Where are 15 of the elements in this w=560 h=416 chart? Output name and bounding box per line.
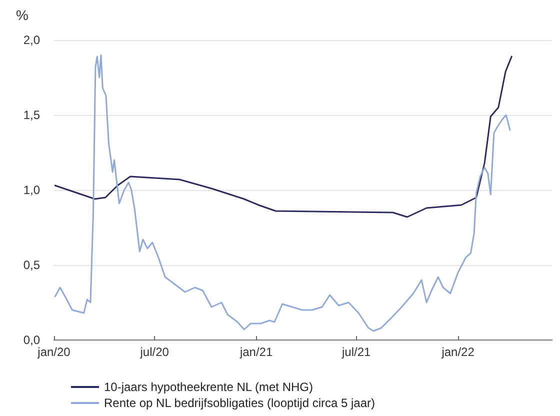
x-tick-label: jan/20 [36,345,71,359]
y-tick-label: 2,0 [23,33,40,47]
y-tick-label: 0,0 [23,333,40,347]
x-tick-label: jul/20 [139,345,170,359]
line-series [54,56,512,218]
y-tick-label: 1,0 [23,183,40,197]
y-tick-label: 0,5 [23,258,40,272]
x-tick-label: jan/22 [440,345,475,359]
y-axis-title: % [16,7,28,23]
legend-label: Rente op NL bedrijfsobligaties (looptijd circa 5 jaar) [104,396,376,410]
x-tick-label: jan/21 [238,345,273,359]
x-tick-label: jul/21 [340,345,372,359]
legend-label: 10-jaars hypotheekrente NL (met NHG) [104,380,313,394]
line-series [54,54,511,332]
y-tick-label: 1,5 [23,108,40,122]
